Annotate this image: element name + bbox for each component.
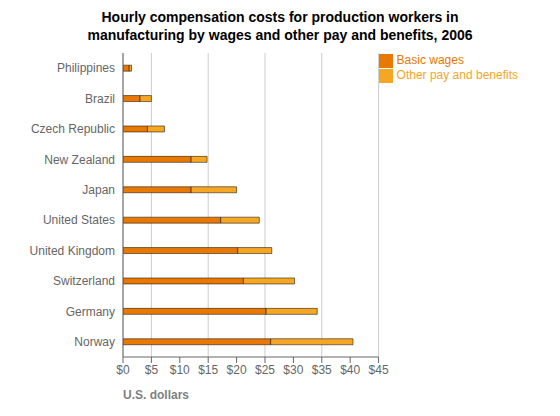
svg-text:$10: $10 <box>170 363 190 377</box>
svg-text:$25: $25 <box>255 363 275 377</box>
svg-text:United Kingdom: United Kingdom <box>30 244 115 258</box>
svg-text:$35: $35 <box>312 363 332 377</box>
svg-text:Norway: Norway <box>74 335 115 349</box>
svg-text:Philippines: Philippines <box>57 61 115 75</box>
svg-text:New Zealand: New Zealand <box>44 153 115 167</box>
svg-text:$15: $15 <box>198 363 218 377</box>
html-text:Other pay and benefits: Other pay and benefits <box>396 67 518 82</box>
svg-text:Brazil: Brazil <box>85 92 115 106</box>
svg-text:Japan: Japan <box>82 183 115 197</box>
svg-text:U.S. dollars: U.S. dollars <box>123 388 189 402</box>
html-text:Basic wages: Basic wages <box>396 53 464 67</box>
svg-text:$45: $45 <box>369 363 389 377</box>
svg-text:$30: $30 <box>283 363 303 377</box>
svg-text:$5: $5 <box>145 363 159 377</box>
svg-text:$20: $20 <box>227 363 247 377</box>
svg-text:United States: United States <box>43 213 115 227</box>
svg-text:Switzerland: Switzerland <box>53 274 115 288</box>
svg-text:$0: $0 <box>116 363 130 377</box>
html-text:Hourly compensation costs for: Hourly compensation costs for production… <box>87 9 473 43</box>
svg-text:Germany: Germany <box>66 305 115 319</box>
svg-text:Czech Republic: Czech Republic <box>31 122 115 136</box>
svg-text:$40: $40 <box>340 363 360 377</box>
